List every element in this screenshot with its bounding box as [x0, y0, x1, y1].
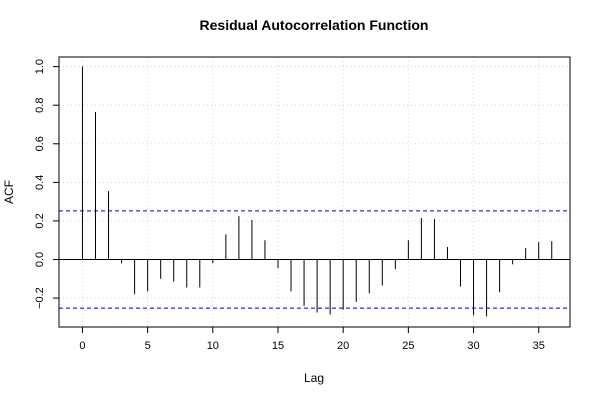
x-tick-label: 25: [402, 340, 414, 352]
y-axis: −0.2 0.0 0.2 0.4 0.6 0.8 1.0: [34, 59, 60, 309]
x-tick-label: 30: [467, 340, 479, 352]
x-tick-label: 0: [79, 340, 85, 352]
y-tick-label: 0.2: [34, 213, 46, 228]
y-tick-label: 0.6: [34, 136, 46, 151]
plot-frame: [58, 56, 571, 328]
y-tick-label: 0.4: [34, 175, 46, 190]
acf-bars: [81, 66, 553, 317]
grid-lines: [59, 57, 570, 327]
x-tick-label: 5: [145, 340, 151, 352]
x-tick-label: 10: [207, 340, 219, 352]
reference-lines: [59, 210, 570, 309]
y-tick-label: 0.8: [34, 98, 46, 113]
y-axis-label: ACF: [2, 180, 16, 204]
x-axis: 0 5 10 15 20 25 30 35: [79, 326, 545, 352]
y-tick-label: −0.2: [34, 287, 46, 309]
y-tick-label: 0.0: [34, 252, 46, 267]
x-tick-label: 15: [272, 340, 284, 352]
x-tick-label: 35: [533, 340, 545, 352]
x-axis-label: Lag: [304, 371, 324, 385]
x-tick-label: 20: [337, 340, 349, 352]
chart-title: Residual Autocorrelation Function: [200, 17, 429, 33]
y-tick-label: 1.0: [34, 59, 46, 74]
